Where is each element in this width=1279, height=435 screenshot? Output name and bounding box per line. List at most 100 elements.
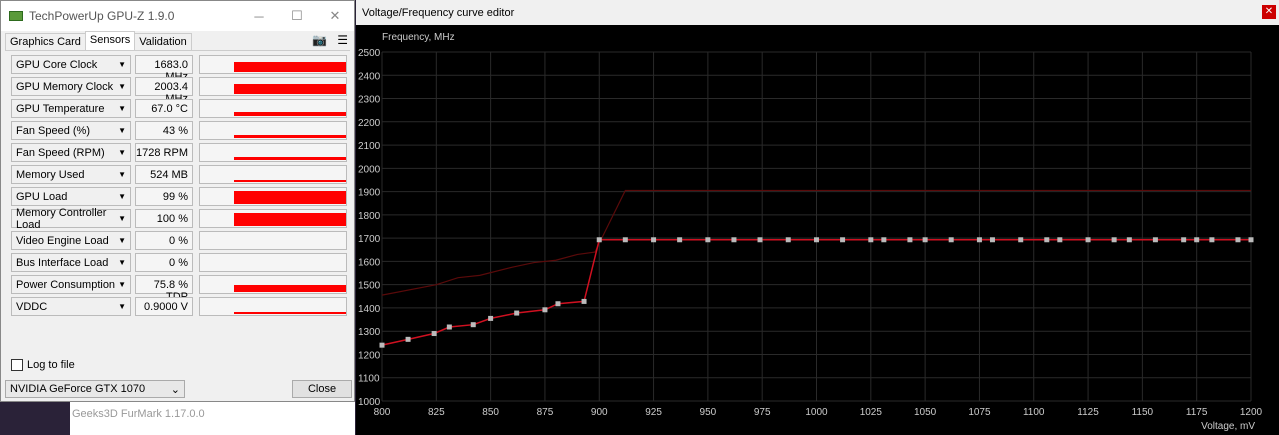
curve-point bbox=[1018, 237, 1024, 243]
close-icon[interactable]: ✕ bbox=[1262, 5, 1276, 19]
curve-point bbox=[840, 237, 846, 243]
sensor-graph bbox=[199, 209, 347, 228]
curve-point bbox=[446, 324, 452, 330]
x-tick-label: 800 bbox=[374, 407, 391, 418]
sensor-row: GPU Load ▼ 99 % bbox=[11, 187, 347, 206]
dropdown-arrow-icon: ▼ bbox=[118, 104, 126, 113]
close-button[interactable]: Close bbox=[292, 380, 352, 398]
sensor-graph-bar bbox=[234, 312, 346, 314]
curve-point bbox=[431, 331, 437, 337]
sensor-graph bbox=[199, 187, 347, 206]
x-tick-label: 1150 bbox=[1132, 407, 1154, 418]
chevron-down-icon: ⌄ bbox=[170, 384, 180, 396]
sensor-select[interactable]: GPU Core Clock ▼ bbox=[11, 55, 131, 74]
tab-validation[interactable]: Validation bbox=[134, 33, 192, 50]
curve-point bbox=[1181, 237, 1187, 243]
sensor-name: Memory Controller Load bbox=[16, 206, 107, 231]
sensor-value: 0.9000 V bbox=[135, 297, 193, 316]
sensor-select[interactable]: GPU Load ▼ bbox=[11, 187, 131, 206]
x-tick-label: 925 bbox=[645, 407, 662, 418]
sensor-select[interactable]: Memory Used ▼ bbox=[11, 165, 131, 184]
sensor-row: Fan Speed (RPM) ▼ 1728 RPM bbox=[11, 143, 347, 162]
curve-point bbox=[1194, 237, 1200, 243]
sensor-select[interactable]: GPU Memory Clock ▼ bbox=[11, 77, 131, 96]
curve-point bbox=[757, 237, 763, 243]
sensor-name: GPU Memory Clock bbox=[16, 80, 114, 93]
y-tick-label: 2300 bbox=[358, 95, 381, 106]
x-tick-label: 975 bbox=[754, 407, 771, 418]
y-axis-label: Frequency, MHz bbox=[382, 32, 455, 43]
x-tick-label: 1125 bbox=[1077, 407, 1099, 418]
curve-point bbox=[814, 237, 819, 243]
x-tick-label: 1000 bbox=[805, 407, 828, 418]
x-tick-label: 900 bbox=[591, 407, 608, 418]
sensor-row: Memory Controller Load ▼ 100 % bbox=[11, 206, 347, 231]
sensor-graph bbox=[199, 275, 347, 294]
maximize-button[interactable]: ☐ bbox=[291, 8, 303, 23]
x-tick-label: 1175 bbox=[1186, 407, 1208, 418]
camera-icon[interactable]: 📷 bbox=[312, 33, 328, 47]
sensor-select[interactable]: Fan Speed (%) ▼ bbox=[11, 121, 131, 140]
close-window-button[interactable]: ✕ bbox=[329, 8, 341, 23]
sensor-name: Fan Speed (RPM) bbox=[16, 146, 105, 159]
vf-chart[interactable]: 1000 1100 1200 1300 1400 1500 1600 1700 1800 1900… bbox=[356, 25, 1279, 435]
curve-point bbox=[488, 315, 494, 321]
curve-point bbox=[405, 336, 411, 342]
sensor-select[interactable]: VDDC ▼ bbox=[11, 297, 131, 316]
sensor-row: Fan Speed (%) ▼ 43 % bbox=[11, 121, 347, 140]
sensor-name: Memory Used bbox=[16, 168, 85, 181]
sensor-row: Power Consumption▼ 75.8 % TDP bbox=[11, 275, 347, 303]
x-tick-label: 1050 bbox=[914, 407, 937, 418]
sensor-value: 524 MB bbox=[135, 165, 193, 184]
curve-point bbox=[677, 237, 683, 243]
minimize-button[interactable]: ─ bbox=[254, 8, 264, 24]
sensor-graph-bar bbox=[234, 285, 346, 292]
dropdown-arrow-icon: ▼ bbox=[118, 82, 126, 91]
x-tick-label: 875 bbox=[537, 407, 554, 418]
sensor-select[interactable]: GPU Temperature ▼ bbox=[11, 99, 131, 118]
x-tick-label: 1200 bbox=[1240, 407, 1263, 418]
log-to-file-label: Log to file bbox=[27, 359, 75, 371]
curve-point bbox=[542, 307, 548, 313]
sensor-graph-bar bbox=[234, 84, 346, 94]
sensor-value: 100 % bbox=[135, 209, 193, 228]
gpu-select[interactable]: NVIDIA GeForce GTX 1070 ⌄ bbox=[5, 380, 185, 398]
y-tick-label: 1200 bbox=[358, 350, 381, 361]
curve-point bbox=[948, 237, 954, 243]
sensor-select[interactable]: Bus Interface Load ▼ bbox=[11, 253, 131, 272]
x-tick-label: 950 bbox=[700, 407, 717, 418]
x-tick-label: 1025 bbox=[860, 407, 883, 418]
tab-sensors[interactable]: Sensors bbox=[84, 31, 136, 50]
sensor-select[interactable]: Video Engine Load ▼ bbox=[11, 231, 131, 250]
y-tick-label: 2200 bbox=[358, 118, 381, 129]
y-tick-label: 2000 bbox=[358, 164, 381, 175]
sensor-value: 0 % bbox=[135, 231, 193, 250]
sensor-graph bbox=[199, 143, 347, 162]
curve-point bbox=[555, 301, 561, 307]
sensor-graph bbox=[199, 121, 347, 140]
sensor-select[interactable]: Power Consumption ▼ bbox=[11, 275, 131, 294]
sensor-select[interactable]: Fan Speed (RPM) ▼ bbox=[11, 143, 131, 162]
curve-point bbox=[1044, 237, 1050, 243]
dropdown-arrow-icon: ▼ bbox=[118, 214, 126, 223]
dropdown-arrow-icon: ▼ bbox=[118, 236, 126, 245]
curve-point bbox=[989, 237, 995, 243]
sensor-row: GPU Core Clock ▼ 1683.0 MHz bbox=[11, 55, 347, 83]
y-tick-label: 1100 bbox=[358, 374, 380, 385]
log-to-file-checkbox[interactable] bbox=[11, 359, 23, 371]
sensor-graph bbox=[199, 231, 347, 250]
sensor-graph bbox=[199, 297, 347, 316]
furmark-window[interactable]: Geeks3D FurMark 1.17.0.0 bbox=[70, 402, 355, 435]
curve-point bbox=[1085, 237, 1091, 243]
curve-point bbox=[581, 298, 587, 304]
curve-line bbox=[381, 189, 1251, 296]
dropdown-arrow-icon: ▼ bbox=[118, 170, 126, 179]
menu-icon[interactable]: ☰ bbox=[337, 33, 348, 47]
y-tick-label: 1400 bbox=[358, 304, 381, 315]
curve-point bbox=[596, 237, 602, 243]
sensor-row: Video Engine Load ▼ 0 % bbox=[11, 231, 347, 250]
curve-point bbox=[470, 322, 476, 328]
sensor-select[interactable]: Memory Controller Load ▼ bbox=[11, 206, 131, 231]
sensor-name: Video Engine Load bbox=[16, 234, 109, 247]
tab-graphics-card[interactable]: Graphics Card bbox=[5, 33, 86, 50]
